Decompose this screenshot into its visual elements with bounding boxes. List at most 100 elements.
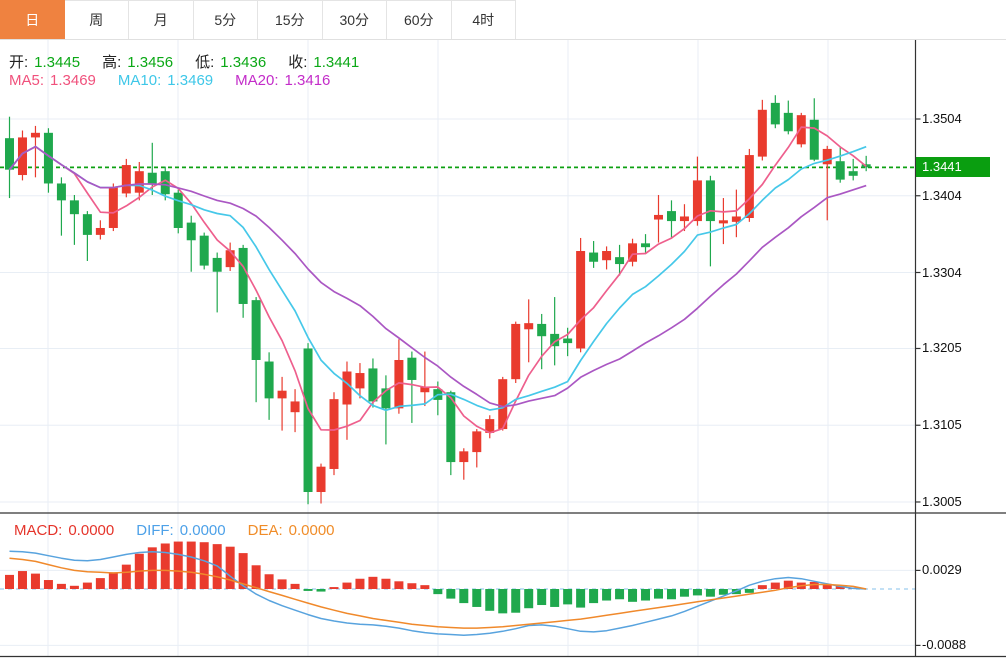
candle-up [108, 187, 118, 228]
macd-bar-negative [485, 589, 495, 611]
candle-down [550, 333, 560, 347]
candle-up [524, 323, 534, 330]
diff-line [9, 550, 867, 636]
candle-up [628, 243, 638, 262]
candle-up [718, 220, 728, 224]
macd-bar-negative [524, 589, 534, 609]
candle-up [394, 359, 404, 409]
tab-timeframe-4[interactable]: 15分 [258, 0, 323, 39]
candle-up [485, 419, 495, 433]
candle-down [615, 257, 625, 265]
candle-up [342, 371, 352, 405]
macd-bar-negative [641, 589, 651, 601]
macd-bar-positive [43, 580, 53, 589]
price-tick-label: 1.3105 [922, 417, 962, 433]
macd-bar-positive [30, 573, 40, 589]
macd-bar-negative [472, 589, 482, 607]
candle-up [654, 214, 663, 220]
candle-down [641, 243, 651, 248]
candle-up [290, 401, 300, 413]
candle-up [17, 137, 27, 176]
candle-down [186, 222, 196, 241]
candle-up [95, 227, 105, 235]
candle-up [30, 132, 40, 138]
candle-down [147, 172, 157, 184]
macd-bar-negative [459, 589, 469, 604]
macd-bar-negative [744, 589, 754, 593]
macd-bar-positive [225, 546, 235, 589]
macd-bar-positive [420, 585, 430, 589]
candle-down [446, 392, 456, 463]
macd-bar-positive [251, 565, 261, 589]
candle-up [121, 165, 131, 194]
candle-up [511, 323, 521, 380]
macd-tick-label: -0.0088 [922, 637, 967, 653]
macd-bar-positive [835, 585, 845, 589]
price-tick-label: 1.3005 [922, 493, 962, 509]
macd-bar-negative [589, 589, 599, 604]
macd-bar-positive [82, 582, 92, 589]
tab-timeframe-1[interactable]: 周 [64, 0, 129, 39]
readout-pair: 高: 1.3456 [102, 54, 174, 71]
macd-bar-positive [277, 579, 287, 589]
candle-up [679, 216, 689, 222]
tab-timeframe-6[interactable]: 60分 [387, 0, 452, 39]
macd-bar-negative [303, 589, 313, 591]
candle-down [809, 119, 819, 160]
macd-bar-negative [705, 589, 715, 597]
ohlc-readout: 开: 1.3445 高: 1.3456 低: 1.3436 收: 1.3441 [9, 51, 381, 72]
candle-up [731, 216, 741, 222]
candle-down [173, 192, 183, 228]
readout-pair: MA10: 1.3469 [117, 72, 214, 89]
ma5-line [8, 126, 867, 434]
macd-bar-positive [5, 574, 14, 589]
candle-down [848, 171, 858, 176]
candle-down [705, 180, 715, 222]
ma20-line [8, 145, 867, 408]
candle-up [757, 109, 767, 157]
macd-bar-negative [679, 589, 689, 597]
tab-timeframe-7[interactable]: 4时 [451, 0, 516, 39]
macd-bar-positive [757, 585, 767, 589]
tab-timeframe-5[interactable]: 30分 [322, 0, 387, 39]
macd-bar-positive [173, 541, 183, 589]
tab-timeframe-0[interactable]: 日 [0, 0, 65, 39]
candle-up [472, 431, 482, 453]
timeframe-toolbar: 日周月 5分 15分 30分 60分 4时 [0, 0, 1006, 40]
dea-line [9, 557, 867, 629]
macd-bar-negative [550, 589, 560, 607]
macd-bar-negative [615, 589, 625, 600]
macd-readout: MACD: 0.0000 DIFF: 0.0000 DEA: 0.0000 [14, 522, 357, 539]
readout-pair: MACD: 0.0000 [14, 522, 115, 539]
macd-bar-positive [199, 542, 209, 589]
candle-down [407, 357, 417, 380]
readout-pair: 收: 1.3441 [288, 54, 360, 71]
candle-up [498, 379, 508, 430]
macd-bar-negative [433, 589, 443, 595]
candle-up [576, 251, 586, 349]
macd-bar-positive [264, 574, 274, 589]
candle-down [368, 368, 378, 402]
macd-bar-positive [238, 553, 248, 589]
macd-bar-negative [511, 589, 521, 613]
candle-down [666, 211, 676, 222]
macd-bar-positive [121, 564, 131, 589]
tab-timeframe-3[interactable]: 5分 [193, 0, 258, 39]
candle-down [5, 138, 14, 170]
ma-readout: MA5: 1.3469 MA10: 1.3469 MA20: 1.3416 [9, 72, 352, 89]
candle-up [277, 390, 287, 399]
candle-down [537, 323, 547, 337]
candle-down [381, 388, 391, 409]
macd-bar-negative [666, 589, 676, 600]
macd-bar-positive [186, 541, 196, 589]
candle-up [602, 251, 612, 261]
macd-bar-negative [692, 589, 702, 596]
price-tick-label: 1.3304 [922, 264, 962, 280]
tab-timeframe-2[interactable]: 月 [129, 0, 194, 39]
candle-up [822, 148, 832, 165]
macd-bar-positive [17, 571, 27, 589]
macd-bar-positive [56, 583, 66, 589]
candle-down [160, 171, 170, 195]
candle-up [134, 171, 144, 193]
